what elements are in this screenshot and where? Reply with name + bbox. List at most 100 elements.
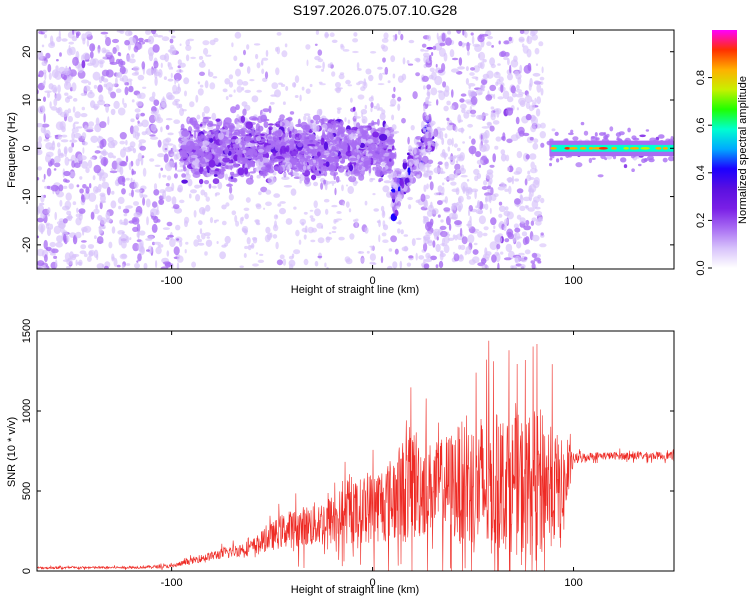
- spectrogram-cell: [377, 66, 383, 70]
- spectrogram-cell: [493, 225, 496, 230]
- spectrogram-cell: [107, 152, 114, 159]
- spectrogram-cell: [83, 85, 91, 92]
- spectrogram-cell: [88, 121, 95, 127]
- spectrogram-cell: [333, 155, 339, 163]
- spectrogram-cell: [73, 162, 81, 168]
- spectrogram-cell: [142, 167, 147, 177]
- spectrogram-cell: [151, 91, 156, 98]
- spectrogram-cell: [522, 196, 531, 202]
- spectrogram-cell: [46, 167, 52, 177]
- spectrogram-cell: [440, 243, 448, 246]
- spectrogram-cell: [199, 228, 203, 235]
- spectrogram-cell: [63, 67, 71, 76]
- spectrogram-cell: [70, 255, 77, 261]
- spectrogram-cell: [275, 47, 279, 52]
- spectrogram-cell: [120, 233, 129, 244]
- spectrogram-cell: [348, 164, 354, 172]
- spectrogram-cell: [301, 86, 305, 91]
- spectrogram-cell: [639, 134, 646, 138]
- spectrogram-cell: [426, 84, 432, 90]
- spectrogram-cell: [436, 99, 439, 106]
- spectrogram-cell: [239, 124, 243, 129]
- spectrogram-cell: [353, 116, 361, 119]
- spectrogram-cell: [176, 69, 184, 74]
- spectrogram-cell: [458, 197, 462, 204]
- spectrogram-cell: [150, 136, 159, 140]
- spectrogram-cell: [467, 220, 473, 229]
- spectrogram-cell: [92, 58, 100, 68]
- spectrogram-cell: [37, 166, 42, 171]
- spectrogram-cell: [37, 149, 43, 156]
- spectrogram-cell: [173, 119, 181, 124]
- spectrogram-cell: [167, 160, 175, 168]
- spectrogram-cell: [115, 88, 122, 93]
- spectrogram-cell: [399, 260, 403, 269]
- spectrogram-cell: [314, 260, 319, 267]
- spectrogram-cell: [516, 151, 523, 159]
- spectrogram-cell: [390, 55, 396, 63]
- spectrogram-cell: [169, 38, 174, 44]
- spectrogram-cell: [303, 113, 311, 116]
- spectrogram-cell: [323, 198, 330, 203]
- spectrogram-cell: [97, 183, 102, 191]
- spectrogram-cell: [295, 153, 303, 158]
- spectrogram-cell: [56, 142, 61, 148]
- spectrogram-cell: [244, 167, 249, 175]
- spectrogram-cell: [559, 157, 563, 161]
- spectrogram-cell: [360, 86, 366, 92]
- spectrogram-cell: [481, 264, 489, 269]
- spectrogram-cell: [208, 183, 212, 189]
- spectrogram-cell: [240, 132, 245, 135]
- spectrogram-cell: [302, 165, 307, 171]
- spectrogram-cell: [425, 231, 432, 237]
- spectrogram-cell: [184, 173, 191, 180]
- spectrogram-cell: [448, 122, 455, 126]
- spectrogram-cell: [203, 180, 210, 185]
- spectrogram-cell: [54, 211, 57, 221]
- spectrogram-cell: [382, 185, 390, 193]
- spectrogram-cell: [519, 30, 525, 34]
- spectrogram-cell: [401, 180, 405, 189]
- spectrogram-cell: [294, 173, 300, 177]
- spectrogram-cell: [98, 59, 105, 65]
- spectrogram-cell: [392, 206, 395, 214]
- spectrogram-cell: [181, 129, 190, 137]
- spectrogram-cell: [55, 241, 63, 248]
- spectrogram-cell: [425, 221, 432, 231]
- spectrogram-cell: [274, 158, 277, 162]
- spectrogram-cell: [458, 205, 462, 213]
- spectrogram-cell: [45, 129, 51, 138]
- spectrogram-cell: [45, 154, 51, 163]
- spectrogram-cell: [236, 121, 240, 130]
- spectrogram-cell: [139, 240, 144, 249]
- spectrogram-cell: [277, 203, 282, 207]
- spectrogram-cell: [443, 153, 447, 160]
- spectrogram-cell: [352, 50, 359, 54]
- spectrogram-cell: [539, 76, 545, 81]
- spectrogram-cell: [510, 85, 516, 94]
- spectrogram-cell: [279, 254, 285, 260]
- spectrogram-cell: [51, 84, 58, 93]
- spectrogram-cell: [322, 61, 325, 70]
- spectrogram-cell: [85, 167, 90, 174]
- spectrogram-cell: [96, 236, 104, 245]
- spectrogram-cell: [335, 87, 341, 94]
- spectrogram-cell: [228, 177, 237, 183]
- spectrogram-cell: [43, 113, 46, 123]
- spectrogram-cell: [132, 66, 140, 72]
- spectrogram-cell: [184, 90, 187, 97]
- spectrogram-cell: [251, 129, 255, 137]
- spectrogram-cell: [272, 137, 278, 141]
- spectrogram-cell: [408, 204, 412, 210]
- spectrogram-cell: [437, 185, 443, 193]
- spectrogram-cell: [164, 147, 168, 151]
- spectrogram-cell: [275, 152, 282, 157]
- spectrogram-cell: [56, 92, 62, 101]
- spectrogram-cell: [198, 135, 207, 141]
- spectrogram-cell: [413, 159, 418, 166]
- spectrogram-cell: [46, 227, 52, 237]
- spectrogram-cell: [163, 153, 169, 163]
- spectrogram-cell: [413, 147, 417, 155]
- spectrogram-cell: [670, 135, 674, 142]
- spectrogram-cell: [238, 134, 247, 137]
